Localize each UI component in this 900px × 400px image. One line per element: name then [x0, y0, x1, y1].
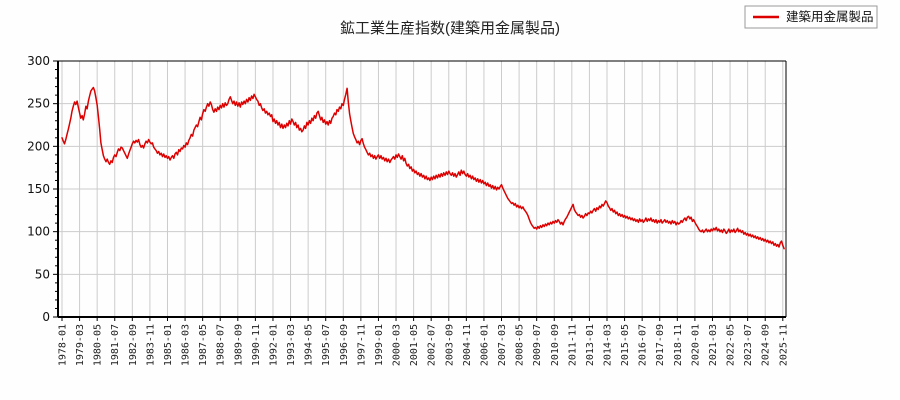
x-tick-label: 2015-05 [620, 324, 631, 366]
x-tick-label: 1983-11 [145, 324, 156, 366]
x-tick-label: 1999-01 [374, 324, 385, 366]
x-tick-label: 2011-11 [567, 324, 578, 366]
x-tick-label: 1978-01 [58, 324, 69, 366]
x-tick-label: 2008-05 [515, 324, 526, 366]
x-tick-label: 2024-09 [761, 324, 772, 366]
data-series-line [61, 86, 785, 250]
x-tick-label: 2002-07 [427, 324, 438, 366]
x-tick-label: 1992-01 [268, 324, 279, 366]
chart-title: 鉱工業生産指数(建築用金属製品) [340, 19, 560, 37]
x-tick-label: 2014-03 [602, 324, 613, 366]
x-tick-label: 1988-07 [216, 324, 227, 366]
y-tick-label: 150 [27, 182, 50, 196]
x-tick-label: 2000-03 [392, 324, 403, 366]
x-tick-label: 1993-03 [286, 324, 297, 366]
legend-box [744, 5, 878, 29]
y-tick-label: 200 [27, 139, 50, 153]
x-tick-label: 1987-05 [198, 324, 209, 366]
axes [53, 60, 787, 321]
x-tick-label: 1981-07 [110, 324, 121, 366]
x-tick-label: 2023-07 [743, 324, 754, 366]
x-tick-label: 1980-05 [93, 324, 104, 366]
x-tick-label: 2010-09 [550, 324, 561, 366]
legend: 建築用金属製品 [744, 5, 878, 29]
x-tick-label: 2020-01 [690, 324, 701, 366]
y-tick-label: 250 [27, 97, 50, 111]
y-tick-label: 100 [27, 225, 50, 239]
y-tick-label: 50 [35, 267, 50, 281]
x-tick-label: 2025-11 [778, 324, 789, 366]
x-tick-label: 2017-09 [655, 324, 666, 366]
x-tick-label: 2007-03 [497, 324, 508, 366]
y-tick-label: 0 [42, 310, 50, 324]
x-tick-label: 1979-03 [75, 324, 86, 366]
x-tick-label: 1994-05 [304, 324, 315, 366]
axis-tick-labels: 0 50 100 150 200 250 300 1978-01 1979-03 1980-05 1… [27, 54, 789, 366]
x-tick-label: 2001-05 [409, 324, 420, 366]
x-tick-label: 2016-07 [638, 324, 649, 366]
x-tick-label: 1985-01 [163, 324, 174, 366]
legend-label: 建築用金属製品 [786, 9, 874, 24]
x-tick-label: 2006-01 [479, 324, 490, 366]
x-tick-label: 2022-05 [726, 324, 737, 366]
x-tick-label: 2003-09 [444, 324, 455, 366]
gridlines [58, 61, 786, 317]
x-tick-label: 1996-09 [339, 324, 350, 366]
x-tick-label: 1995-07 [321, 324, 332, 366]
x-tick-label: 1990-11 [251, 324, 262, 366]
x-tick-label: 1997-11 [356, 324, 367, 366]
x-tick-label: 2018-11 [673, 324, 684, 366]
y-tick-label: 300 [27, 54, 50, 68]
x-tick-label: 1982-09 [128, 324, 139, 366]
x-tick-label: 2021-03 [708, 324, 719, 366]
x-tick-label: 2004-11 [462, 324, 473, 366]
x-tick-label: 1986-03 [181, 324, 192, 366]
x-tick-label: 2013-01 [585, 324, 596, 366]
x-tick-label: 2009-07 [532, 324, 543, 366]
x-tick-label: 1989-09 [233, 324, 244, 366]
